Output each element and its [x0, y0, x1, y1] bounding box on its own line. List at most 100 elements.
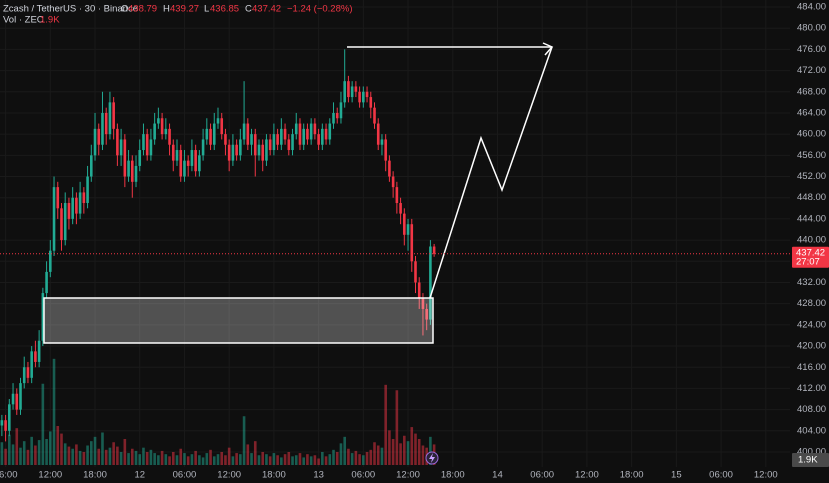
volume-tag-label: 1.9K	[798, 455, 818, 466]
bolt-icon	[429, 453, 435, 463]
candle-body	[294, 123, 298, 135]
candle-body	[414, 261, 417, 283]
grid	[0, 0, 790, 467]
x-tick-label: 12	[134, 470, 145, 481]
y-tick-label: 472.00	[797, 65, 826, 76]
x-tick-label: 13	[313, 470, 324, 481]
candle-body	[432, 246, 436, 254]
volume-bar	[104, 449, 108, 465]
y-tick-label: 424.00	[797, 319, 826, 330]
volume-value: 1.9K	[40, 15, 60, 26]
candle-body	[246, 123, 250, 145]
volume-bar	[391, 439, 395, 465]
last-price-tag	[792, 246, 829, 268]
candle-body	[362, 91, 365, 103]
candle-body	[194, 150, 197, 172]
candle-body	[324, 128, 328, 140]
y-tick-label: 420.00	[797, 341, 826, 352]
volume-bar	[317, 458, 320, 465]
candle-body	[373, 107, 376, 124]
x-tick-label: 12:00	[38, 470, 62, 481]
x-tick-label: 18:00	[620, 470, 644, 481]
candle-body	[93, 128, 97, 156]
y-tick-label: 416.00	[797, 362, 826, 373]
y-tick-label: 404.00	[797, 425, 826, 436]
volume-bar	[97, 448, 101, 465]
volume-bar	[15, 428, 19, 465]
candle-body	[205, 128, 209, 140]
candle-body	[388, 160, 391, 177]
candle-body	[358, 91, 361, 103]
candle-body	[257, 144, 261, 156]
candle-body	[175, 150, 179, 161]
candle-body	[287, 139, 291, 151]
candle-body	[78, 192, 82, 214]
volume-bar	[108, 447, 112, 465]
y-tick-label: 456.00	[797, 150, 826, 161]
candle-body	[306, 128, 309, 140]
volume-bar	[227, 447, 231, 465]
volume-bar	[358, 454, 361, 465]
volume-bar	[186, 456, 190, 465]
volume-bar	[168, 456, 171, 465]
candle-body	[190, 150, 194, 166]
y-tick-label: 400.00	[797, 447, 826, 458]
volume-bar	[179, 448, 183, 465]
volume-bar	[4, 448, 7, 465]
candle-body	[343, 81, 346, 103]
candle-body	[272, 134, 276, 151]
x-tick-label: 12:00	[754, 470, 778, 481]
candle-body	[183, 160, 186, 177]
volume-tag	[792, 453, 829, 467]
volume-bar	[34, 445, 37, 465]
volume-bar	[235, 453, 238, 465]
volume-bar	[302, 457, 306, 465]
volume-bar	[41, 383, 45, 465]
x-tick-label: 06:00	[530, 470, 554, 481]
volume-bar	[190, 454, 194, 465]
volume-bar	[171, 452, 175, 465]
y-tick-label: 412.00	[797, 383, 826, 394]
volume-bar	[347, 448, 350, 465]
high-letter: H	[163, 4, 170, 15]
candle-body	[239, 139, 242, 156]
candle-body	[97, 128, 101, 145]
volume-bar	[82, 452, 86, 465]
candle-body	[235, 144, 238, 156]
volume-bar	[399, 443, 402, 465]
price-axis: 484.00 480.00 476.00 472.00 468.00 464.00 460.…	[790, 0, 829, 483]
x-tick-label: 18:00	[441, 470, 465, 481]
candle-body	[127, 160, 130, 177]
candle-body	[309, 123, 313, 140]
candle-body	[253, 134, 257, 156]
candle-body	[168, 128, 171, 145]
candle-body	[119, 139, 123, 156]
candle-body	[384, 139, 387, 161]
projection-path[interactable]	[429, 46, 553, 299]
volume-bar	[63, 443, 67, 465]
candle-body	[283, 128, 287, 140]
demand-zone[interactable]	[43, 297, 434, 344]
x-tick-label: 18:00	[262, 470, 286, 481]
candle-body	[376, 123, 380, 145]
volume-bar	[395, 390, 399, 465]
candle-body	[8, 404, 11, 431]
volume-bar	[369, 449, 373, 465]
candle-body	[224, 134, 227, 145]
candle-body	[298, 123, 302, 145]
arrow-head	[542, 42, 554, 56]
candle-body	[350, 86, 354, 98]
volume-bar	[123, 439, 127, 465]
volume-bar	[209, 449, 212, 465]
candle-body	[145, 134, 149, 156]
candle-body	[220, 118, 224, 135]
volume-bar	[421, 445, 425, 465]
candle-body	[11, 393, 15, 405]
x-tick-label: 18:00	[83, 470, 107, 481]
candle-body	[339, 102, 343, 119]
volume-bar	[75, 444, 78, 465]
y-tick-label: 432.00	[797, 277, 826, 288]
volume-bar	[414, 433, 417, 465]
candle-body	[201, 139, 205, 156]
volume-bar	[417, 439, 421, 465]
